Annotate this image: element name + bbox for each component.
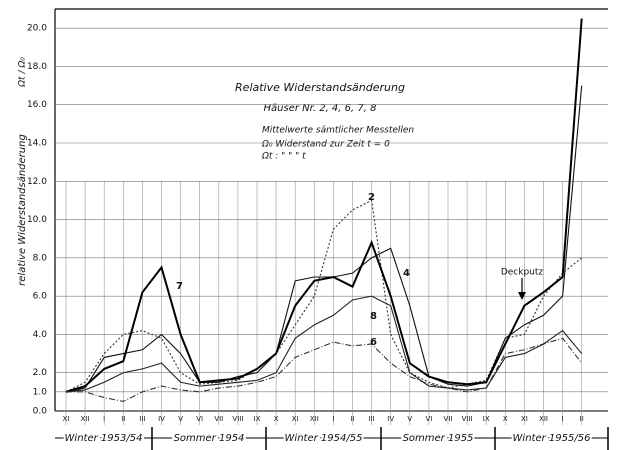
x-tick-label: VII [444,415,453,423]
x-tick-label: X [274,415,279,423]
x-tick-label: I [332,415,334,423]
x-tick-label: VI [425,415,432,423]
chart-subtitle: Häuser Nr. 2, 4, 6, 7, 8 [264,103,377,114]
x-tick-label: II [580,415,584,423]
x-tick-label: IV [158,415,165,423]
x-tick-label: III [139,415,145,423]
note: Ωt : " " " t [261,152,306,162]
y-tick-label: 18.0 [27,62,47,72]
series-line [66,337,583,403]
annotation-arrowhead [518,292,526,300]
x-tick-label: III [368,415,374,423]
series-line [65,18,583,393]
x-tick-label: VIII [232,415,243,423]
y-tick-label: 14.0 [27,139,47,149]
series-label: 4 [403,268,410,279]
x-tick-label: VII [214,415,223,423]
y-tick-label: 12.0 [27,177,47,187]
x-tick-label: I [562,415,564,423]
series-label: 8 [370,311,377,322]
season-label: Sommer 1955 [403,433,474,444]
y-axis-ratio: Ωt / Ω₀ [18,57,28,88]
series-label: 6 [370,337,377,348]
x-tick-label: V [407,415,412,423]
x-tick-label: X [503,415,508,423]
annotation: Deckputz [501,268,544,278]
season-label: Winter 1955/56 [513,433,591,444]
series-label: 7 [176,281,183,292]
chart-title: Relative Widerstandsänderung [235,81,405,94]
note: Ω₀ Widerstand zur Zeit t = 0 [261,140,390,150]
y-axis-label: relative Widerstandsänderung [17,134,28,286]
x-tick-label: I [103,415,105,423]
series-line [65,295,583,393]
y-tick-label: 2.0 [33,368,48,378]
series-line [65,85,583,393]
y-tick-label: 4.0 [33,330,48,340]
x-tick-label: II [350,415,354,423]
y-tick-label: 20.0 [27,24,47,34]
note: Mittelwerte sämtlicher Messtellen [262,126,414,136]
season-label: Sommer 1954 [174,433,245,444]
series-line [65,199,583,393]
x-tick-label: IX [254,415,261,423]
x-tick-label: XI [63,415,70,423]
y-tick-label: 16.0 [27,100,47,110]
x-tick-label: V [178,415,183,423]
x-tick-label: XI [292,415,299,423]
x-tick-label: VI [196,415,203,423]
x-tick-label: XI [521,415,528,423]
x-tick-label: XII [539,415,548,423]
y-tick-label: 1.0 [33,387,48,397]
series-label: 2 [368,192,375,203]
y-tick-label: 6.0 [33,292,48,302]
y-tick-label: 10.0 [27,215,47,225]
y-tick-label: 0.0 [33,407,48,417]
y-tick-label: 8.0 [33,253,48,263]
x-tick-label: IX [483,415,490,423]
x-tick-label: XII [81,415,90,423]
x-tick-label: II [121,415,125,423]
x-tick-label: VIII [462,415,473,423]
x-tick-label: XII [310,415,319,423]
season-label: Winter 1954/55 [285,433,363,444]
x-tick-label: IV [387,415,394,423]
season-label: Winter 1953/54 [65,433,143,444]
